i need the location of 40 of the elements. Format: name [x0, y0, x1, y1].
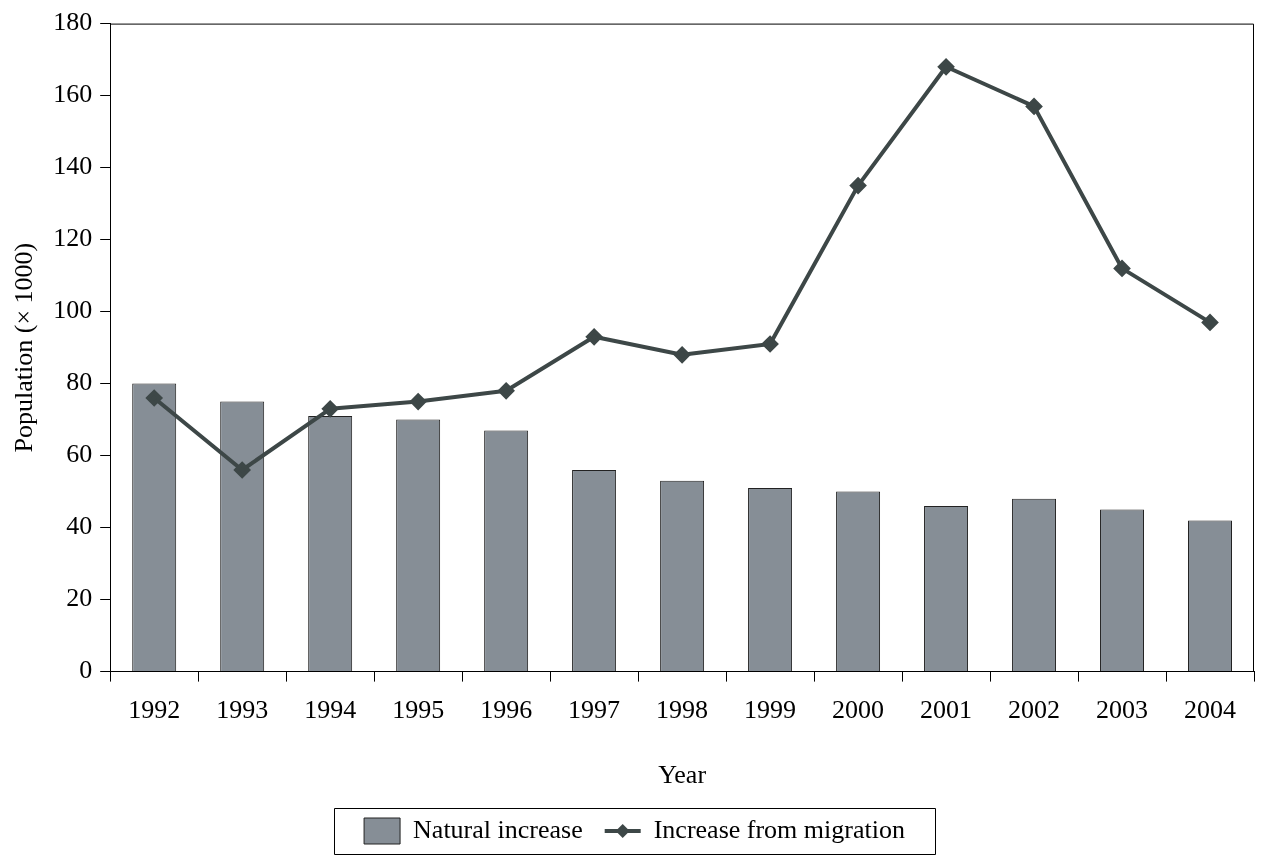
point: [1114, 260, 1131, 277]
x-tick-label: 1996: [480, 695, 533, 725]
point: [586, 328, 603, 345]
point: [850, 177, 867, 194]
y-axis-title: Population (× 1000): [9, 242, 39, 453]
y-tick-label: 40: [66, 511, 93, 541]
point: [1026, 98, 1043, 115]
point: [1202, 314, 1219, 331]
x-tick-label: 1993: [216, 695, 269, 725]
point: [938, 58, 955, 75]
x-tick-label: 1994: [304, 695, 357, 725]
x-tick-label: 2003: [1096, 695, 1149, 725]
point: [674, 346, 691, 363]
x-tick-label: 2001: [920, 695, 973, 725]
point: [234, 462, 251, 478]
y-tick-label: 20: [66, 583, 93, 613]
point: [498, 382, 515, 399]
y-tick-label: 80: [66, 367, 93, 397]
legend-label: Natural increase: [413, 814, 583, 844]
point: [762, 336, 779, 352]
point: [146, 390, 163, 406]
x-tick-label: 1998: [656, 695, 709, 725]
x-axis-title: Year: [658, 760, 707, 790]
y-tick-label: 140: [53, 151, 93, 181]
y-tick-label: 60: [66, 439, 93, 469]
y-tick-label: 180: [53, 7, 93, 37]
x-tick-label: 2000: [832, 695, 885, 725]
point: [410, 393, 427, 410]
y-tick-label: 100: [53, 295, 93, 325]
y-tick-label: 0: [79, 655, 93, 685]
legend-label: Increase from migration: [653, 814, 905, 844]
x-tick-label: 1997: [568, 695, 621, 725]
y-tick-label: 160: [53, 79, 93, 109]
y-tick-label: 120: [53, 223, 93, 253]
x-tick-label: 1992: [128, 695, 181, 725]
x-tick-label: 1995: [392, 695, 445, 725]
x-tick-label: 2002: [1008, 695, 1061, 725]
x-tick-label: 1999: [744, 695, 797, 725]
x-tick-label: 2004: [1184, 695, 1237, 725]
point: [322, 400, 339, 417]
